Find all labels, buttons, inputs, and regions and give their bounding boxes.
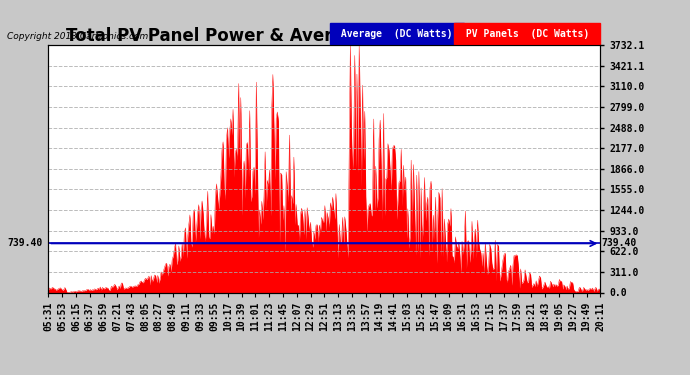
Text: PV Panels  (DC Watts): PV Panels (DC Watts): [460, 29, 595, 39]
Text: Average  (DC Watts): Average (DC Watts): [335, 29, 459, 39]
Title: Total PV Panel Power & Average Power Mon Jul 8 20:31: Total PV Panel Power & Average Power Mon…: [66, 27, 582, 45]
Text: Copyright 2013 Cartronics.com: Copyright 2013 Cartronics.com: [7, 32, 148, 41]
Text: 739.40: 739.40: [8, 238, 43, 249]
Text: 739.40: 739.40: [602, 238, 637, 249]
